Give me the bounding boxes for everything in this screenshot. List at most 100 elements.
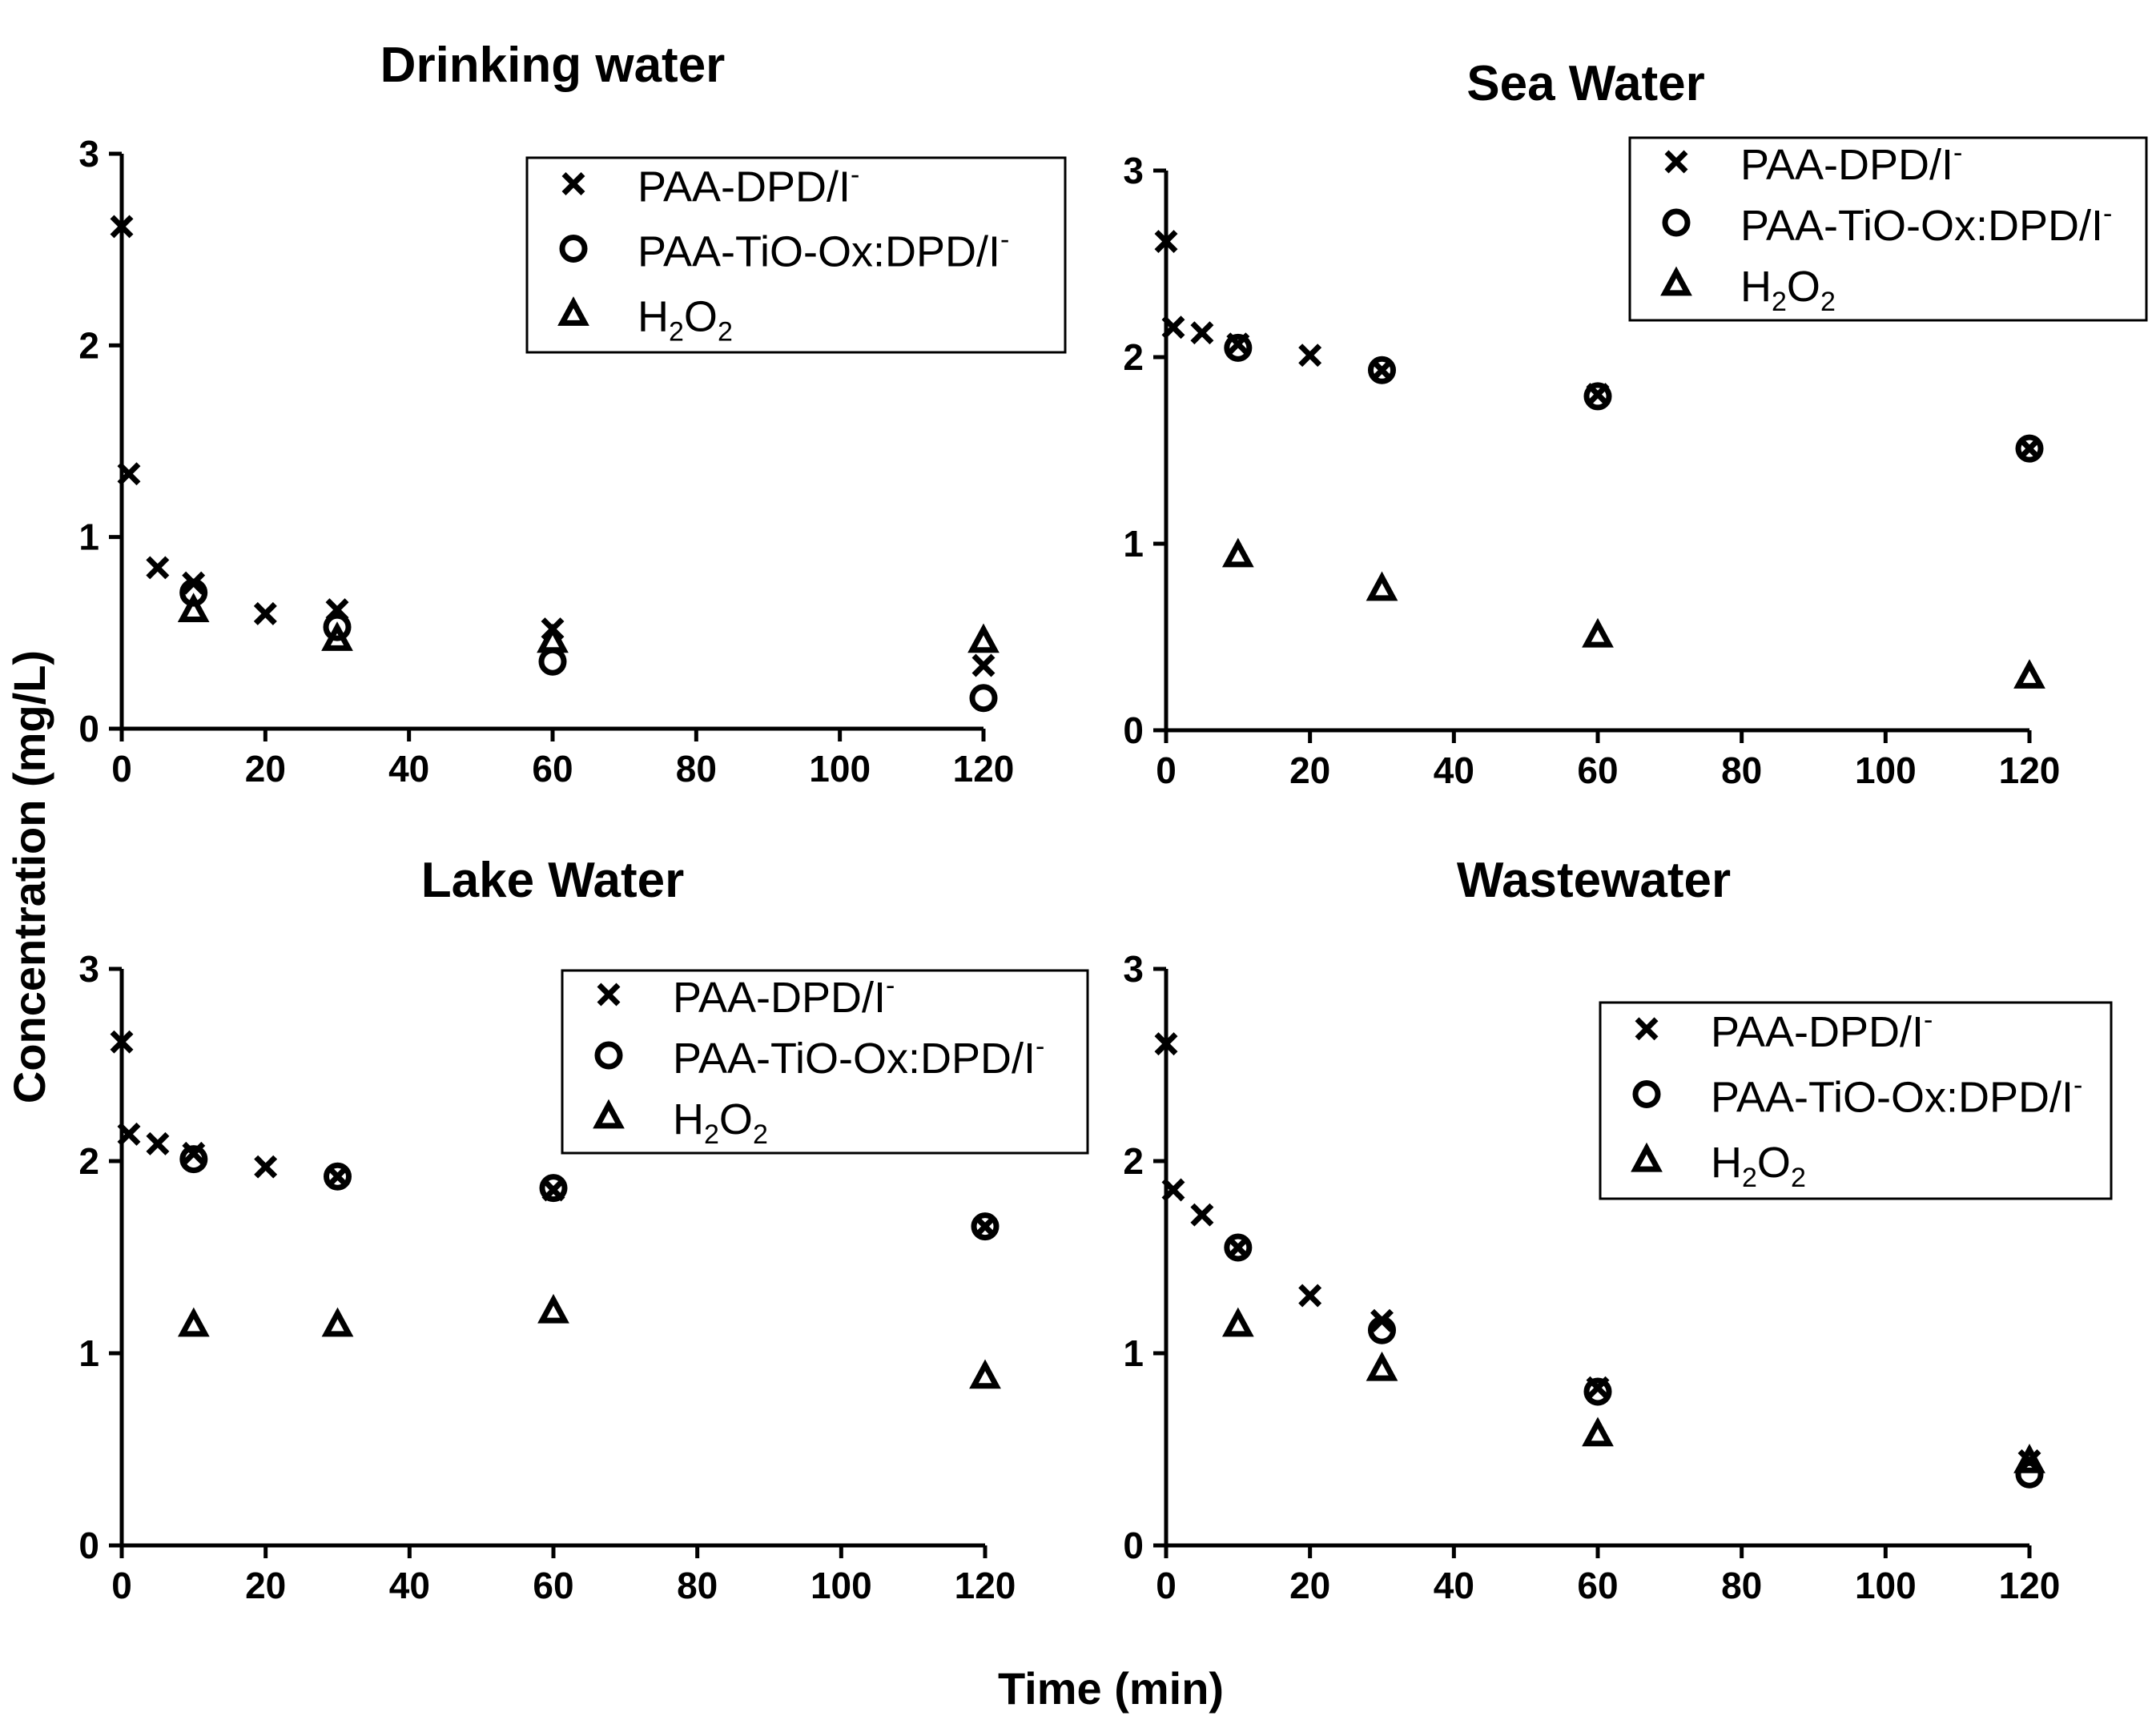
legend-cross-icon: [1635, 1017, 1659, 1041]
x-tick-label: 20: [245, 1565, 286, 1606]
y-tick-label: 3: [1123, 150, 1144, 191]
x-tick-label: 60: [1577, 1565, 1618, 1606]
legend-triangle-icon: [557, 296, 589, 326]
x-tick-label: 80: [1721, 749, 1762, 791]
triangle-point: [1366, 1351, 1398, 1381]
legend-label: H2O2: [673, 1095, 768, 1150]
legend-box: [1628, 136, 2148, 322]
cross-point: [971, 653, 996, 677]
x-tick-label: 100: [809, 748, 871, 790]
circle-point: [1583, 1377, 1612, 1406]
triangle-point: [177, 1307, 210, 1337]
x-tick-label: 20: [245, 748, 286, 790]
panel-title: Drinking water: [380, 38, 726, 93]
x-tick-label: 80: [676, 748, 717, 790]
x-tick-label: 0: [1156, 1565, 1177, 1606]
x-tick-label: 120: [1999, 1565, 2061, 1606]
legend-circle-icon: [1632, 1080, 1661, 1108]
triangle-point: [1221, 1307, 1254, 1337]
cross-point: [117, 462, 141, 486]
y-tick-label: 0: [78, 708, 99, 749]
legend-label: PAA-TiO-Ox:DPD/I-: [673, 1031, 1044, 1083]
cross-point: [254, 1155, 278, 1179]
x-tick-label: 120: [953, 748, 1015, 790]
triangle-point: [1582, 617, 1614, 648]
cross-point: [1161, 315, 1185, 340]
cross-point: [1190, 321, 1214, 345]
x-tick-label: 40: [388, 748, 429, 790]
y-tick-label: 1: [78, 1332, 99, 1374]
x-tick-label: 60: [1577, 749, 1618, 791]
legend-label: PAA-DPD/I-: [1711, 1005, 1933, 1056]
y-tick-label: 1: [1123, 1332, 1144, 1374]
legend-triangle-icon: [1631, 1142, 1663, 1172]
panel-1: Drinking water 0 1 2 3 0 20 40 60 80 100 120 PAA-DPD…: [78, 38, 1067, 790]
legend-triangle-icon: [1660, 266, 1692, 296]
cross-point: [1154, 230, 1178, 254]
y-tick-label: 2: [78, 1140, 99, 1182]
x-tick-label: 80: [677, 1565, 718, 1606]
triangle-point: [537, 623, 569, 653]
legend-box: [561, 969, 1089, 1155]
circle-point: [1583, 382, 1612, 411]
legend: PAA-DPD/I- PAA-TiO-Ox:DPD/I- H2O2: [1599, 1001, 2113, 1200]
cross-point: [146, 1131, 170, 1155]
legend-triangle-icon: [593, 1099, 625, 1129]
circle-point: [971, 1212, 1000, 1241]
legend-label: H2O2: [1740, 263, 1836, 317]
legend-label: PAA-TiO-Ox:DPD/I-: [1740, 199, 2112, 250]
x-tick-label: 0: [111, 748, 132, 790]
legend: PAA-DPD/I- PAA-TiO-Ox:DPD/I- H2O2: [1628, 136, 2148, 322]
triangle-point: [1582, 1417, 1614, 1447]
x-tick-label: 0: [111, 1565, 132, 1606]
circle-point: [1224, 333, 1253, 362]
x-tick-label: 100: [1855, 749, 1917, 791]
y-tick-label: 3: [78, 948, 99, 990]
panel-title: Wastewater: [1457, 853, 1731, 908]
panel-title: Lake Water: [421, 853, 685, 908]
triangle-point: [2013, 1444, 2045, 1473]
legend: PAA-DPD/I- PAA-TiO-Ox:DPD/I- H2O2: [561, 969, 1089, 1155]
legend-cross-icon: [597, 983, 621, 1007]
x-tick-label: 40: [389, 1565, 430, 1606]
y-tick-label: 0: [78, 1525, 99, 1566]
y-tick-label: 2: [78, 324, 99, 366]
legend-circle-icon: [594, 1041, 623, 1070]
circle-point: [1368, 1316, 1396, 1344]
legend-label: PAA-DPD/I-: [673, 970, 895, 1022]
x-tick-label: 40: [1434, 1565, 1474, 1606]
y-tick-label: 3: [78, 133, 99, 175]
x-tick-label: 20: [1289, 1565, 1330, 1606]
legend-label: PAA-DPD/I-: [638, 160, 859, 211]
x-tick-label: 120: [1999, 749, 2061, 791]
cross-point: [1298, 1284, 1322, 1308]
x-tick-label: 20: [1289, 749, 1330, 791]
legend-label: PAA-DPD/I-: [1740, 138, 1962, 189]
legend-label: H2O2: [1711, 1139, 1806, 1193]
y-axis-title: Concentration (mg/L): [4, 650, 54, 1103]
circle-point: [969, 684, 998, 713]
triangle-point: [967, 623, 1000, 653]
cross-point: [1161, 1178, 1185, 1202]
cross-point: [1154, 1032, 1178, 1056]
cross-point: [1298, 344, 1322, 368]
circle-point: [538, 647, 567, 676]
cross-point: [253, 601, 277, 625]
circle-point: [1368, 356, 1396, 384]
x-tick-label: 100: [811, 1565, 872, 1606]
x-tick-label: 100: [1855, 1565, 1917, 1606]
triangle-point: [1366, 571, 1398, 601]
y-tick-label: 3: [1123, 948, 1144, 990]
x-tick-label: 60: [533, 1565, 573, 1606]
legend-circle-icon: [1662, 208, 1691, 237]
x-tick-label: 40: [1434, 749, 1474, 791]
triangle-point: [321, 1307, 354, 1337]
legend-circle-icon: [559, 235, 588, 263]
legend-label: PAA-TiO-Ox:DPD/I-: [1711, 1071, 2082, 1122]
circle-point: [2015, 434, 2044, 463]
cross-point: [117, 1122, 141, 1146]
circle-point: [539, 1174, 568, 1203]
circle-point: [324, 1162, 352, 1191]
